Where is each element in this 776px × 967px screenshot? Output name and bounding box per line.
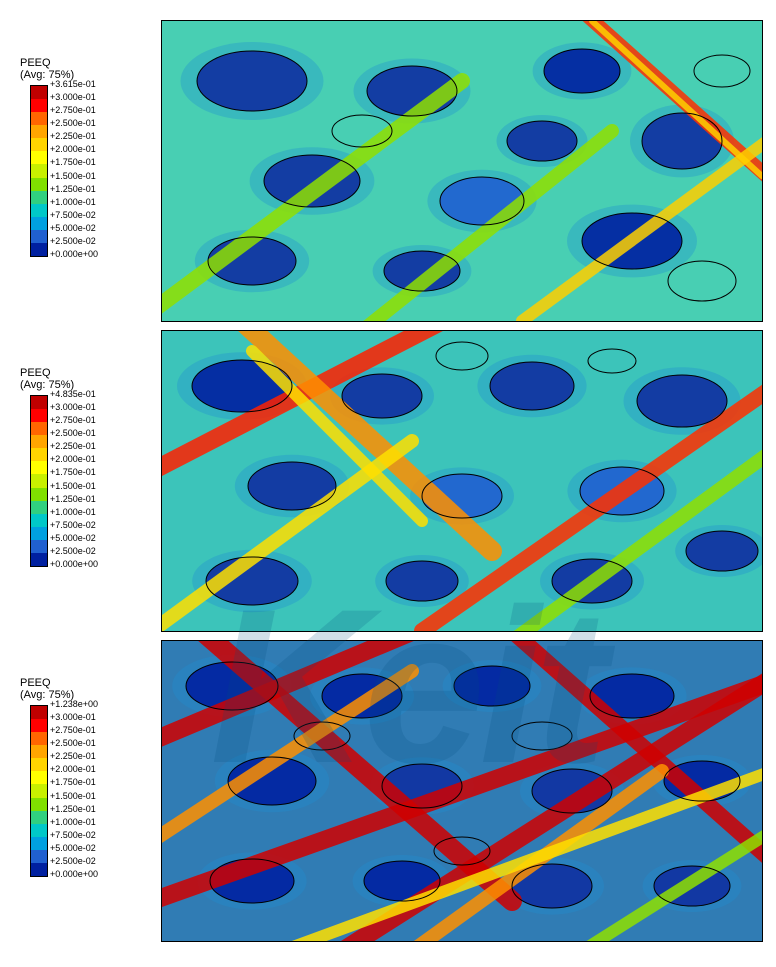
contour-plot-0 xyxy=(161,20,763,322)
contour-plot-1 xyxy=(161,330,763,632)
legend-title-2: PEEQ(Avg: 75%) xyxy=(20,677,74,701)
legend-colorbar-0 xyxy=(30,85,48,257)
contour-plot-2 xyxy=(161,640,763,942)
legend-title-0: PEEQ(Avg: 75%) xyxy=(20,57,74,81)
legend-colorbar-1 xyxy=(30,395,48,567)
legend-colorbar-2 xyxy=(30,705,48,877)
legend-title-1: PEEQ(Avg: 75%) xyxy=(20,367,74,391)
